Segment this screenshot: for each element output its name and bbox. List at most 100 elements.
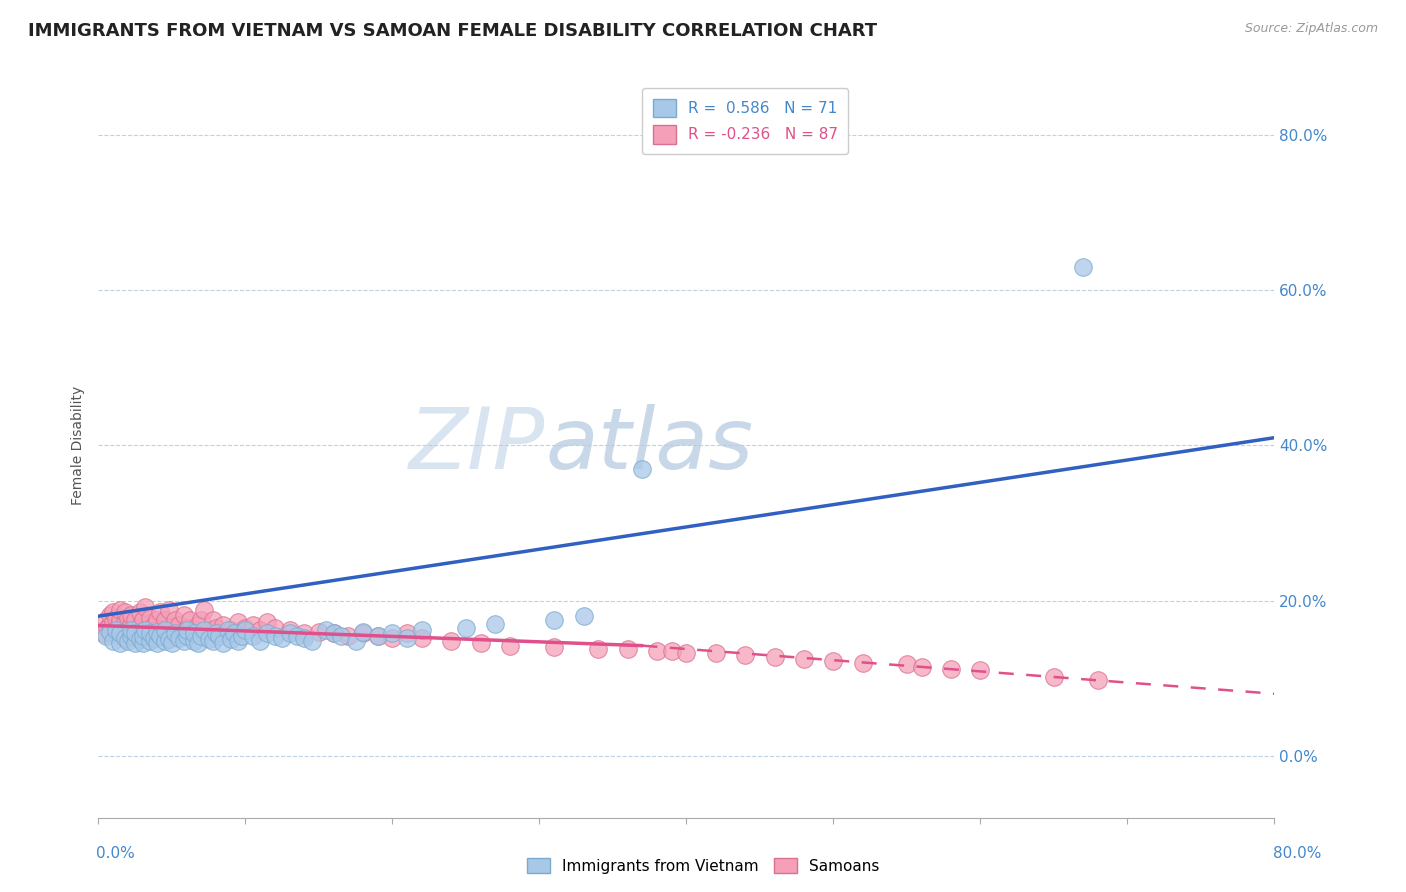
Point — [344, 634, 367, 648]
Point — [704, 647, 727, 661]
Point — [153, 634, 176, 648]
Point — [193, 623, 215, 637]
Point — [160, 621, 183, 635]
Point — [631, 461, 654, 475]
Point — [939, 662, 962, 676]
Point — [212, 636, 235, 650]
Point — [173, 634, 195, 648]
Point — [411, 631, 433, 645]
Point — [98, 624, 121, 639]
Point — [543, 640, 565, 655]
Point — [105, 623, 128, 637]
Point — [96, 621, 118, 635]
Point — [197, 623, 219, 637]
Point — [131, 613, 153, 627]
Point — [117, 634, 139, 648]
Point — [120, 629, 142, 643]
Point — [153, 623, 176, 637]
Point — [292, 631, 315, 645]
Point — [187, 618, 209, 632]
Point — [190, 629, 212, 643]
Point — [120, 623, 142, 637]
Point — [896, 657, 918, 672]
Point — [411, 623, 433, 637]
Point — [117, 611, 139, 625]
Point — [131, 629, 153, 643]
Point — [131, 623, 153, 637]
Point — [263, 629, 285, 643]
Point — [98, 618, 121, 632]
Point — [176, 621, 198, 635]
Point — [183, 623, 205, 637]
Point — [94, 629, 117, 643]
Point — [110, 636, 132, 650]
Point — [139, 626, 162, 640]
Point — [231, 629, 253, 643]
Point — [117, 621, 139, 635]
Point — [226, 634, 249, 648]
Point — [163, 626, 186, 640]
Point — [134, 623, 156, 637]
Point — [212, 618, 235, 632]
Point — [202, 634, 225, 648]
Point — [101, 615, 124, 630]
Point — [381, 626, 404, 640]
Point — [128, 605, 150, 619]
Point — [470, 636, 492, 650]
Point — [146, 623, 169, 637]
Point — [105, 611, 128, 625]
Point — [183, 626, 205, 640]
Point — [173, 607, 195, 622]
Point — [134, 599, 156, 614]
Point — [108, 618, 131, 632]
Point — [146, 636, 169, 650]
Point — [219, 632, 242, 647]
Point — [235, 621, 257, 635]
Point — [337, 629, 360, 643]
Point — [143, 631, 166, 645]
Point — [124, 613, 146, 627]
Point — [454, 621, 477, 635]
Point — [163, 613, 186, 627]
Point — [157, 603, 180, 617]
Point — [110, 603, 132, 617]
Point — [242, 629, 264, 643]
Point — [110, 626, 132, 640]
Point — [139, 621, 162, 635]
Point — [823, 654, 845, 668]
Point — [197, 632, 219, 647]
Point — [969, 664, 991, 678]
Point — [94, 613, 117, 627]
Point — [111, 623, 134, 637]
Point — [1043, 670, 1066, 684]
Text: 0.0%: 0.0% — [96, 847, 135, 861]
Point — [169, 631, 191, 645]
Point — [153, 613, 176, 627]
Point — [139, 611, 162, 625]
Point — [367, 629, 389, 643]
Point — [91, 626, 114, 640]
Point — [114, 631, 136, 645]
Point — [101, 605, 124, 619]
Point — [176, 629, 198, 643]
Point — [256, 626, 278, 640]
Point — [308, 624, 330, 639]
Y-axis label: Female Disability: Female Disability — [72, 386, 86, 505]
Point — [187, 636, 209, 650]
Point — [183, 634, 205, 648]
Point — [793, 652, 815, 666]
Point — [396, 626, 419, 640]
Point — [176, 623, 198, 637]
Point — [193, 603, 215, 617]
Point — [128, 618, 150, 632]
Point — [149, 629, 172, 643]
Point — [190, 613, 212, 627]
Point — [675, 647, 697, 661]
Point — [202, 613, 225, 627]
Point — [114, 615, 136, 630]
Point — [330, 629, 353, 643]
Point — [301, 634, 323, 648]
Point — [110, 613, 132, 627]
Point — [285, 629, 308, 643]
Text: 80.0%: 80.0% — [1274, 847, 1322, 861]
